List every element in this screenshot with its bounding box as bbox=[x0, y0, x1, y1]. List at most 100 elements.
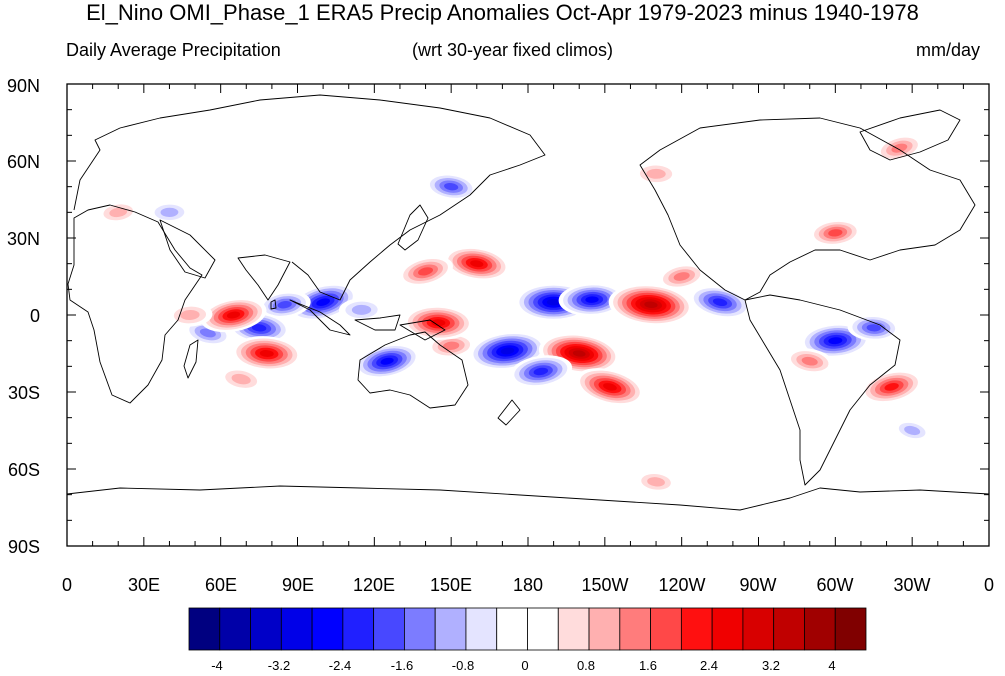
colorbar-box bbox=[557, 607, 590, 651]
anomaly-contour bbox=[251, 324, 267, 332]
colorbar-boxes bbox=[188, 607, 867, 651]
anomaly-contour bbox=[351, 304, 372, 315]
colorbar-box bbox=[465, 607, 498, 651]
lat-label-30n: 30N bbox=[6, 229, 40, 249]
anomaly-contour bbox=[572, 350, 586, 357]
colorbar-box bbox=[742, 607, 775, 651]
colorbar-box bbox=[527, 607, 559, 651]
lat-label-90s: 90S bbox=[7, 537, 40, 557]
colorbar-box bbox=[680, 607, 713, 651]
anomaly-blob bbox=[558, 283, 626, 317]
colorbar-label-0: 0 bbox=[521, 658, 529, 673]
anomaly-contour bbox=[644, 301, 658, 308]
lon-label-30w: 30W bbox=[893, 575, 931, 595]
anomaly-field bbox=[97, 134, 931, 493]
colorbar-label-m4: -4 bbox=[211, 658, 223, 673]
lat-label-60n: 60N bbox=[6, 152, 40, 172]
anomaly-blob bbox=[97, 201, 139, 224]
anomaly-contour bbox=[828, 229, 843, 237]
coastline-greenland bbox=[859, 109, 961, 161]
lon-label-30e: 30E bbox=[127, 575, 161, 595]
coastline-india bbox=[237, 254, 291, 301]
lon-label-60w: 60W bbox=[816, 575, 854, 595]
anomaly-contour bbox=[533, 367, 549, 376]
coastline-indonesia bbox=[289, 299, 446, 341]
colorbar-label-0-8: 0.8 bbox=[576, 658, 596, 673]
anomaly-blob bbox=[167, 303, 213, 327]
anomaly-contour bbox=[199, 328, 216, 338]
lat-label-90n: 90N bbox=[6, 76, 40, 96]
map-frame bbox=[66, 83, 990, 547]
anomaly-contour bbox=[470, 260, 484, 268]
anomaly-contour bbox=[443, 341, 460, 350]
colorbar-box bbox=[711, 607, 744, 651]
anomaly-blob bbox=[468, 331, 547, 371]
anomaly-blob bbox=[425, 173, 478, 201]
coastline-new-zealand bbox=[497, 399, 521, 426]
colorbar-box bbox=[650, 607, 682, 651]
colorbar-box bbox=[188, 607, 221, 651]
anomaly-blob bbox=[258, 291, 311, 319]
anomaly-blob bbox=[200, 297, 267, 333]
anomaly-contour bbox=[380, 357, 394, 365]
subtitle-left: Daily Average Precipitation bbox=[66, 40, 281, 60]
anomaly-blob bbox=[847, 314, 900, 342]
anomaly-blob bbox=[575, 368, 645, 406]
coastline-australia bbox=[357, 331, 469, 409]
colorbar-box bbox=[434, 607, 467, 651]
colorbar-label-4: 4 bbox=[828, 658, 836, 673]
anomaly-blob bbox=[218, 366, 264, 392]
lon-label-150e: 150E bbox=[429, 575, 473, 595]
anomaly-blob bbox=[893, 419, 931, 442]
colorbar-label-m3-2: -3.2 bbox=[267, 658, 291, 673]
plot-title: El_Nino OMI_Phase_1 ERA5 Precip Anomalie… bbox=[86, 0, 919, 25]
anomaly-contour bbox=[673, 272, 690, 281]
anomaly-blob bbox=[689, 285, 752, 319]
colorbar-box bbox=[773, 607, 805, 651]
anomaly-contour bbox=[277, 301, 292, 309]
lon-label-60e: 60E bbox=[204, 575, 238, 595]
anomaly-contour bbox=[180, 310, 200, 320]
colorbar-box bbox=[342, 607, 375, 651]
coastline-sri-lanka bbox=[270, 299, 277, 310]
colorbar-box bbox=[250, 607, 282, 651]
colorbar-box bbox=[496, 607, 528, 651]
anomaly-contour bbox=[866, 324, 881, 332]
anomaly-blob bbox=[231, 336, 302, 371]
coastline-south-america bbox=[744, 294, 901, 486]
anomaly-contour bbox=[828, 337, 843, 345]
anomaly-blob bbox=[635, 470, 677, 493]
coastline-north-america bbox=[639, 117, 976, 301]
anomaly-blob bbox=[354, 343, 420, 379]
colorbar-label-m2-4: -2.4 bbox=[328, 658, 352, 673]
coastline-eurasia bbox=[73, 94, 546, 301]
anomaly-contour bbox=[500, 347, 515, 355]
lon-label-150w: 150W bbox=[581, 575, 629, 595]
anomaly-contour bbox=[647, 477, 665, 487]
colorbar-box bbox=[280, 607, 313, 651]
lon-label-0: 0 bbox=[61, 575, 72, 595]
anomaly-contour bbox=[109, 207, 128, 218]
anomaly-contour bbox=[444, 182, 459, 191]
anomaly-contour bbox=[904, 425, 921, 436]
anomaly-contour bbox=[891, 143, 908, 153]
colorbar-box bbox=[404, 607, 436, 651]
anomaly-blob bbox=[785, 348, 834, 375]
coastline-africa bbox=[67, 204, 203, 404]
colorbar-box bbox=[373, 607, 405, 651]
coastline-madagascar bbox=[183, 339, 199, 379]
anomaly-blob bbox=[403, 305, 474, 340]
anomaly-blob bbox=[509, 355, 573, 388]
anomaly-blob bbox=[809, 219, 862, 247]
lat-label-eq: 0 bbox=[29, 306, 40, 326]
anomaly-blob bbox=[657, 263, 706, 290]
anomaly-contour bbox=[259, 350, 274, 357]
lon-label-90e: 90E bbox=[281, 575, 315, 595]
anomaly-blob bbox=[860, 370, 923, 404]
anomaly-contour bbox=[712, 298, 728, 307]
anomaly-contour bbox=[431, 319, 446, 327]
colorbar-box bbox=[834, 607, 867, 651]
anomaly-contour bbox=[316, 298, 330, 306]
colorbar-label-1-6: 1.6 bbox=[638, 658, 658, 673]
